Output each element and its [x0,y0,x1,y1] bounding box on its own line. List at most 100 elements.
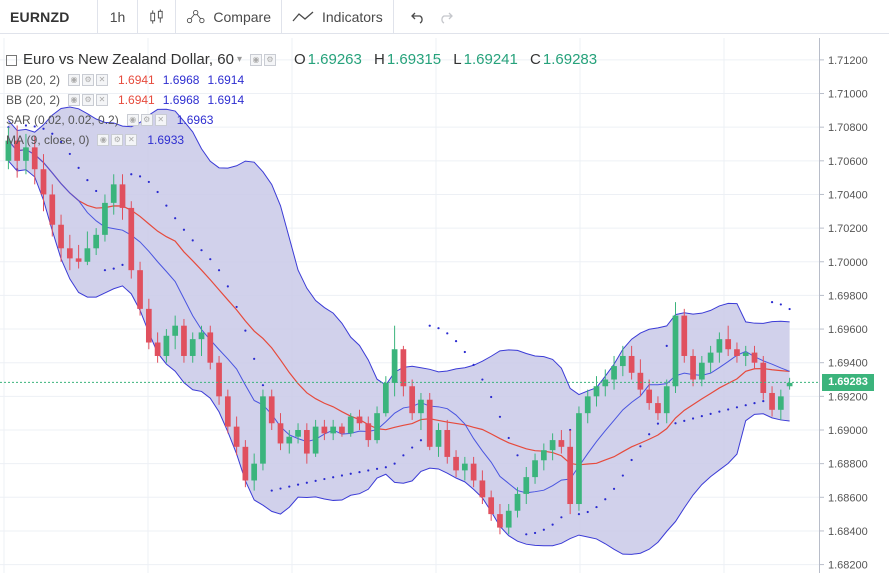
undo-redo-group [394,0,470,33]
bb-upper-value: 1.6968 [162,93,200,107]
chart-legend: Euro vs New Zealand Dollar, 60 ▾ ◉ ⚙ O 1.6… [6,50,605,150]
price-tick-label: 1.69600 [828,324,868,336]
sar-dot [384,466,387,469]
indicator-controls[interactable]: ◉ ⚙ ✕ [97,134,139,146]
sar-dot [612,487,616,490]
bb-basis-value: 1.6941 [118,73,155,87]
gear-icon[interactable]: ⚙ [82,74,95,86]
candle-body [488,497,495,515]
candle-body [321,426,328,434]
candle-body [84,248,91,262]
indicator-name: MA (9, close, 0) [6,133,90,147]
candle-body [189,339,196,356]
price-tick-label: 1.68400 [828,526,868,538]
indicator-row-bb-1[interactable]: BB (20, 2) ◉ ⚙ ✕ 1.6941 1.6968 1.6914 [6,70,605,90]
candle-body [435,429,442,447]
gear-icon[interactable]: ⚙ [82,94,95,106]
eye-icon[interactable]: ◉ [126,114,139,126]
sar-dot [165,204,168,207]
gear-icon[interactable]: ⚙ [263,54,276,66]
candles [5,125,793,535]
indicator-name: SAR (0.02, 0.02, 0.2) [6,113,119,127]
sar-dot [156,190,159,194]
legend-title-row: Euro vs New Zealand Dollar, 60 ▾ ◉ ⚙ O 1.6… [6,50,605,70]
sar-dot [147,180,150,184]
candle-body [312,426,319,454]
undo-icon[interactable] [410,10,426,24]
interval-button[interactable]: 1h [98,0,138,33]
indicators-icon [292,11,314,21]
candle-body [233,426,240,447]
symbol-search-button[interactable]: EURNZD [0,0,98,33]
sar-dot [718,410,721,413]
price-tick-label: 1.69200 [828,391,868,403]
chevron-down-icon[interactable]: ▾ [236,54,242,65]
eye-icon[interactable]: ◉ [97,134,110,146]
close-value: C 1.69283 [530,51,598,68]
sar-dot [542,528,545,531]
eye-icon[interactable]: ◉ [68,74,81,86]
collapse-icon[interactable] [6,54,17,66]
indicator-row-sar[interactable]: SAR (0.02, 0.02, 0.2) ◉ ⚙ ✕ 1.6963 [6,110,605,130]
candle-body [707,352,714,363]
price-chart[interactable]: 1.71200 1.71000 1.70800 1.70600 1.70400 1.702… [0,38,889,573]
price-tick-label: 1.71000 [828,89,868,101]
candle-body [619,355,626,367]
sar-dot [463,350,466,354]
sar-dot [130,173,133,176]
candle-body [102,202,108,235]
gear-icon[interactable]: ⚙ [111,134,124,146]
candle-body [514,493,521,511]
candle-body [181,325,187,356]
candle-body [23,147,29,161]
eye-icon[interactable]: ◉ [249,54,262,66]
close-icon[interactable]: ✕ [125,134,138,146]
sar-dot [481,378,484,381]
series-controls[interactable]: ◉ ⚙ [249,54,278,66]
sar-dot [551,523,554,526]
sar-dot [577,513,581,516]
sar-dot [779,303,782,306]
sar-dot [595,505,598,509]
compare-button[interactable]: Compare [176,0,282,33]
sar-dot [437,327,440,330]
chart-area[interactable]: 1.71200 1.71000 1.70800 1.70600 1.70400 1.702… [0,38,889,578]
sar-dot [674,422,677,425]
bb-upper-value: 1.6968 [162,73,200,87]
close-icon[interactable]: ✕ [96,94,109,106]
candle-body [409,386,416,414]
sar-dot [586,510,589,514]
indicators-button[interactable]: Indicators [282,0,394,33]
price-tick-label: 1.70200 [828,223,868,235]
sar-dot [121,263,124,266]
close-icon[interactable]: ✕ [154,114,167,126]
eye-icon[interactable]: ◉ [68,94,81,106]
gear-icon[interactable]: ⚙ [140,114,153,126]
redo-icon[interactable] [438,10,454,24]
candle-body [277,423,284,444]
indicator-controls[interactable]: ◉ ⚙ ✕ [68,94,110,106]
price-axis[interactable]: 1.71200 1.71000 1.70800 1.70600 1.70400 1.702… [819,38,868,573]
candle-body [207,332,214,363]
candle-body [365,423,372,441]
indicator-row-ma[interactable]: MA (9, close, 0) ◉ ⚙ ✕ 1.6933 [6,130,605,150]
candle-body [567,446,574,505]
candle-body [66,248,73,259]
sar-dot [95,189,98,193]
close-icon[interactable]: ✕ [96,74,109,86]
sar-dot [630,458,633,462]
indicator-row-bb-2[interactable]: BB (20, 2) ◉ ⚙ ✕ 1.6941 1.6968 1.6914 [6,90,605,110]
interval-label: 1h [109,8,126,25]
sar-dot [621,474,624,477]
chart-type-button[interactable] [138,0,176,33]
price-tick-label: 1.70400 [828,189,868,201]
indicator-controls[interactable]: ◉ ⚙ ✕ [68,74,110,86]
candle-body [75,258,82,262]
sar-dot [446,332,449,335]
indicator-controls[interactable]: ◉ ⚙ ✕ [126,114,169,126]
candle-body [172,325,179,336]
ma-value: 1.6933 [147,133,185,147]
candle-body [698,362,705,380]
sar-dot [700,415,703,418]
sar-dot [788,307,791,311]
